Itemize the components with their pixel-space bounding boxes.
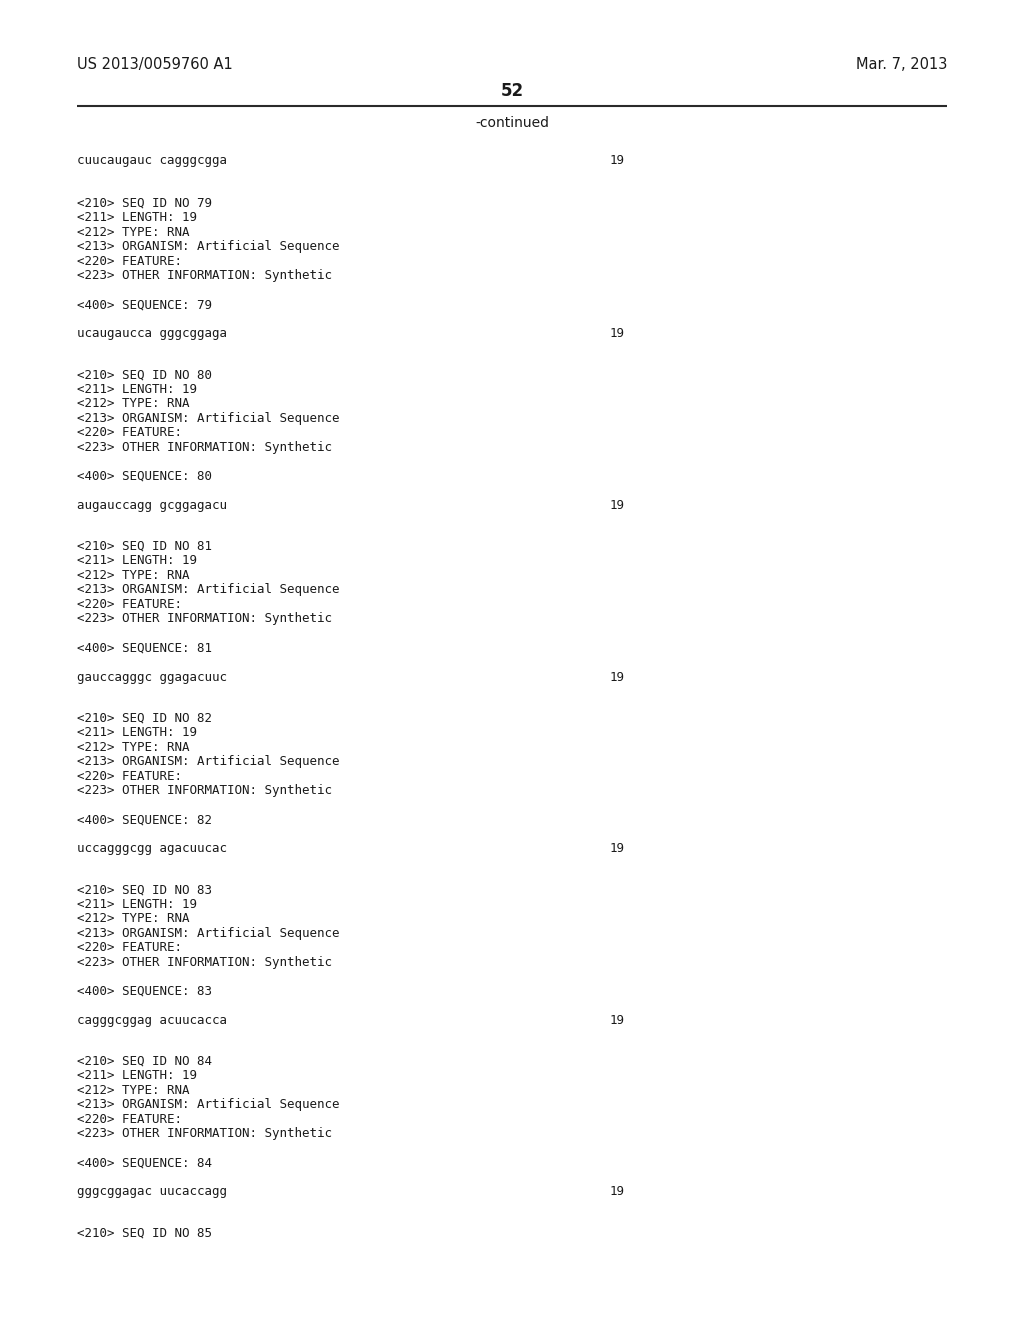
- Text: cuucaugauc cagggcgga: cuucaugauc cagggcgga: [77, 154, 226, 168]
- Text: uccagggcgg agacuucac: uccagggcgg agacuucac: [77, 842, 226, 855]
- Text: cagggcggag acuucacca: cagggcggag acuucacca: [77, 1014, 226, 1027]
- Text: gggcggagac uucaccagg: gggcggagac uucaccagg: [77, 1185, 226, 1199]
- Text: <400> SEQUENCE: 84: <400> SEQUENCE: 84: [77, 1156, 212, 1170]
- Text: Mar. 7, 2013: Mar. 7, 2013: [856, 57, 947, 71]
- Text: US 2013/0059760 A1: US 2013/0059760 A1: [77, 57, 232, 71]
- Text: <211> LENGTH: 19: <211> LENGTH: 19: [77, 726, 197, 739]
- Text: <211> LENGTH: 19: <211> LENGTH: 19: [77, 554, 197, 568]
- Text: <223> OTHER INFORMATION: Synthetic: <223> OTHER INFORMATION: Synthetic: [77, 441, 332, 454]
- Text: <213> ORGANISM: Artificial Sequence: <213> ORGANISM: Artificial Sequence: [77, 583, 339, 597]
- Text: <213> ORGANISM: Artificial Sequence: <213> ORGANISM: Artificial Sequence: [77, 240, 339, 253]
- Text: <211> LENGTH: 19: <211> LENGTH: 19: [77, 383, 197, 396]
- Text: 19: 19: [609, 1014, 625, 1027]
- Text: <400> SEQUENCE: 80: <400> SEQUENCE: 80: [77, 470, 212, 483]
- Text: 19: 19: [609, 1185, 625, 1199]
- Text: <210> SEQ ID NO 82: <210> SEQ ID NO 82: [77, 711, 212, 725]
- Text: <220> FEATURE:: <220> FEATURE:: [77, 941, 182, 954]
- Text: augauccagg gcggagacu: augauccagg gcggagacu: [77, 499, 226, 512]
- Text: <211> LENGTH: 19: <211> LENGTH: 19: [77, 211, 197, 224]
- Text: <210> SEQ ID NO 84: <210> SEQ ID NO 84: [77, 1055, 212, 1068]
- Text: <223> OTHER INFORMATION: Synthetic: <223> OTHER INFORMATION: Synthetic: [77, 956, 332, 969]
- Text: <211> LENGTH: 19: <211> LENGTH: 19: [77, 1069, 197, 1082]
- Text: -continued: -continued: [475, 116, 549, 131]
- Text: 19: 19: [609, 671, 625, 684]
- Text: <212> TYPE: RNA: <212> TYPE: RNA: [77, 569, 189, 582]
- Text: 19: 19: [609, 499, 625, 512]
- Text: <210> SEQ ID NO 79: <210> SEQ ID NO 79: [77, 197, 212, 210]
- Text: <400> SEQUENCE: 83: <400> SEQUENCE: 83: [77, 985, 212, 998]
- Text: 19: 19: [609, 842, 625, 855]
- Text: 19: 19: [609, 154, 625, 168]
- Text: <211> LENGTH: 19: <211> LENGTH: 19: [77, 898, 197, 911]
- Text: <212> TYPE: RNA: <212> TYPE: RNA: [77, 912, 189, 925]
- Text: 19: 19: [609, 327, 625, 341]
- Text: <220> FEATURE:: <220> FEATURE:: [77, 1113, 182, 1126]
- Text: <212> TYPE: RNA: <212> TYPE: RNA: [77, 226, 189, 239]
- Text: <400> SEQUENCE: 79: <400> SEQUENCE: 79: [77, 298, 212, 312]
- Text: <223> OTHER INFORMATION: Synthetic: <223> OTHER INFORMATION: Synthetic: [77, 1127, 332, 1140]
- Text: <223> OTHER INFORMATION: Synthetic: <223> OTHER INFORMATION: Synthetic: [77, 269, 332, 282]
- Text: <220> FEATURE:: <220> FEATURE:: [77, 255, 182, 268]
- Text: gauccagggc ggagacuuc: gauccagggc ggagacuuc: [77, 671, 226, 684]
- Text: <400> SEQUENCE: 81: <400> SEQUENCE: 81: [77, 642, 212, 655]
- Text: 52: 52: [501, 82, 523, 100]
- Text: <213> ORGANISM: Artificial Sequence: <213> ORGANISM: Artificial Sequence: [77, 1098, 339, 1111]
- Text: <220> FEATURE:: <220> FEATURE:: [77, 426, 182, 440]
- Text: <213> ORGANISM: Artificial Sequence: <213> ORGANISM: Artificial Sequence: [77, 927, 339, 940]
- Text: <213> ORGANISM: Artificial Sequence: <213> ORGANISM: Artificial Sequence: [77, 755, 339, 768]
- Text: ucaugaucca gggcggaga: ucaugaucca gggcggaga: [77, 327, 226, 341]
- Text: <210> SEQ ID NO 80: <210> SEQ ID NO 80: [77, 368, 212, 381]
- Text: <212> TYPE: RNA: <212> TYPE: RNA: [77, 741, 189, 754]
- Text: <223> OTHER INFORMATION: Synthetic: <223> OTHER INFORMATION: Synthetic: [77, 612, 332, 626]
- Text: <213> ORGANISM: Artificial Sequence: <213> ORGANISM: Artificial Sequence: [77, 412, 339, 425]
- Text: <212> TYPE: RNA: <212> TYPE: RNA: [77, 397, 189, 411]
- Text: <223> OTHER INFORMATION: Synthetic: <223> OTHER INFORMATION: Synthetic: [77, 784, 332, 797]
- Text: <220> FEATURE:: <220> FEATURE:: [77, 770, 182, 783]
- Text: <400> SEQUENCE: 82: <400> SEQUENCE: 82: [77, 813, 212, 826]
- Text: <210> SEQ ID NO 81: <210> SEQ ID NO 81: [77, 540, 212, 553]
- Text: <220> FEATURE:: <220> FEATURE:: [77, 598, 182, 611]
- Text: <210> SEQ ID NO 85: <210> SEQ ID NO 85: [77, 1226, 212, 1239]
- Text: <210> SEQ ID NO 83: <210> SEQ ID NO 83: [77, 883, 212, 896]
- Text: <212> TYPE: RNA: <212> TYPE: RNA: [77, 1084, 189, 1097]
